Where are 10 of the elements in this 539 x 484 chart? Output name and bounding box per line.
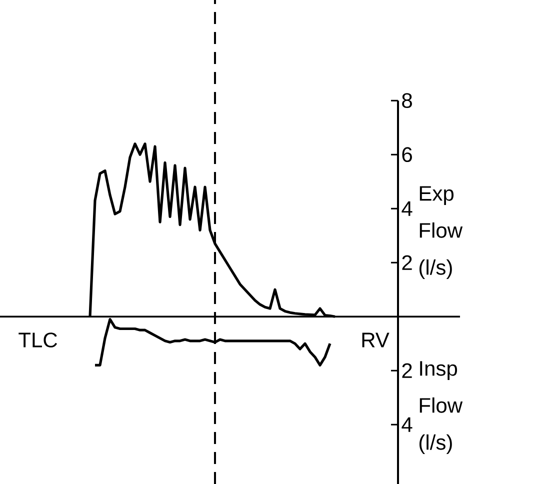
y-tick-label: 4 [402,417,412,432]
text: TLC [18,332,58,348]
text: Insp Flow (l/s) [420,361,463,454]
y-tick-label: 2 [402,255,412,270]
text: Exp Flow (l/s) [420,186,463,279]
y-tick-label: 2 [402,363,412,378]
y-tick-label: 8 [402,93,412,108]
y-tick-label: 4 [402,201,412,216]
text: RV [362,332,390,348]
y-tick-label: 6 [402,147,412,162]
